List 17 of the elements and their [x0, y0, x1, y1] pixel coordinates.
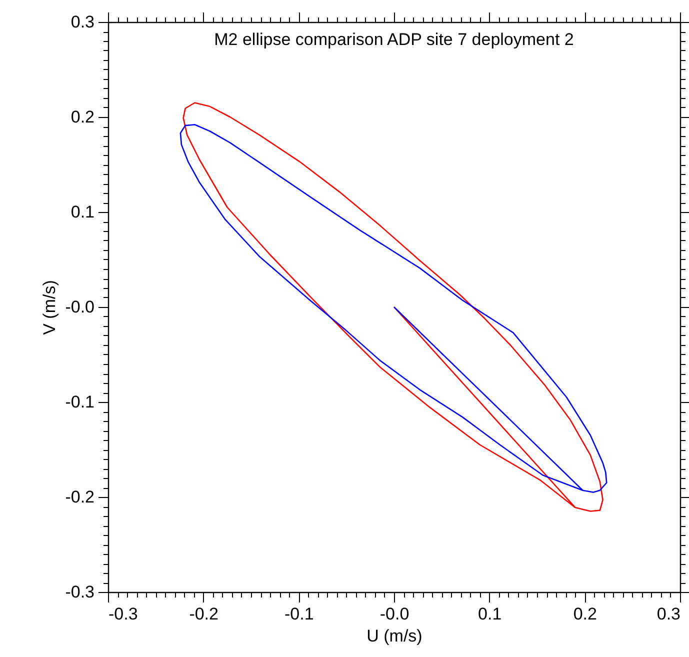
- y-axis-title: V (m/s): [40, 280, 60, 335]
- x-tick-label: -0.0: [380, 604, 410, 624]
- y-tick-label: -0.2: [65, 488, 94, 506]
- y-tick-label: -0.0: [65, 298, 94, 316]
- x-tick-label: 0.2: [573, 604, 597, 624]
- x-tick-label: 0.1: [478, 604, 502, 624]
- y-tick-label: 0.2: [70, 108, 94, 126]
- y-tick-label: 0.3: [70, 12, 94, 32]
- x-tick-label: -0.2: [189, 604, 218, 624]
- y-tick-label: -0.3: [65, 582, 94, 602]
- chart-title: M2 ellipse comparison ADP site 7 deployment 2: [214, 30, 574, 49]
- x-tick-label: -0.1: [284, 604, 314, 624]
- x-tick-label: -0.3: [108, 604, 138, 624]
- x-tick-label: 0.3: [656, 604, 680, 624]
- y-tick-label: -0.1: [65, 392, 94, 412]
- x-axis-title: U (m/s): [366, 626, 422, 646]
- y-tick-label: 0.1: [70, 202, 94, 222]
